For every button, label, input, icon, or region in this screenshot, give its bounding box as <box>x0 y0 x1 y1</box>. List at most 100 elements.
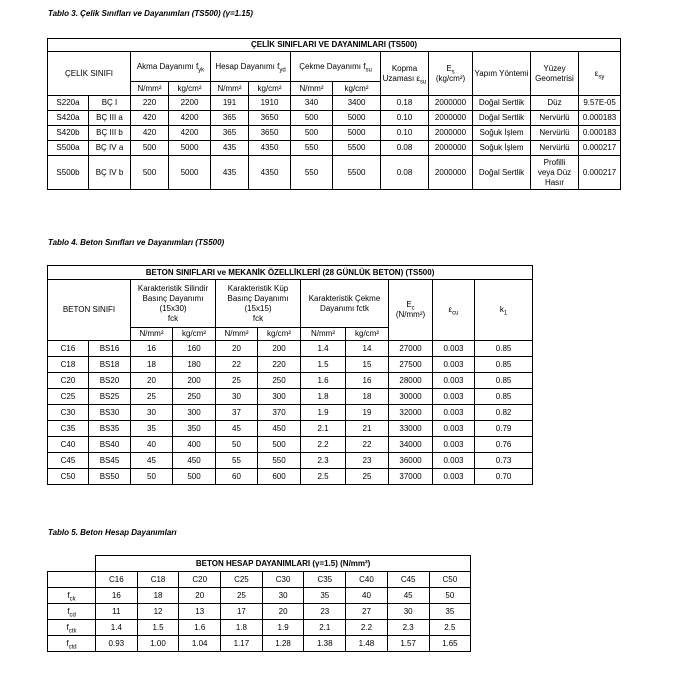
unit-cell: C16 <box>95 571 138 588</box>
row: S420a BÇ III a 420 4200 365 3650 500 5000 0.10 20… <box>47 110 622 126</box>
cell: 25 <box>215 372 258 389</box>
cell: BS18 <box>88 356 131 373</box>
cell: 45 <box>386 587 430 604</box>
header-cell: ÇELİK SINIFI <box>47 51 131 96</box>
cell: 550 <box>290 140 333 156</box>
cell: 5000 <box>168 140 211 156</box>
cell: Doğal Sertlik <box>472 95 531 111</box>
cell: 27 <box>345 603 388 620</box>
subscript: 1 <box>503 310 508 317</box>
cell: BS16 <box>88 340 131 357</box>
unit-cell: C35 <box>303 571 347 588</box>
cell: 22 <box>345 436 389 453</box>
cell: 600 <box>257 468 301 485</box>
cell: 500 <box>172 468 216 485</box>
cell: 23 <box>303 603 347 620</box>
header-cell: Es (kg/cm²) <box>428 51 473 96</box>
unit-cell: N/mm² <box>130 81 169 96</box>
cell: 1.4 <box>300 340 346 357</box>
cell: 34000 <box>388 436 433 453</box>
cell: 20 <box>215 340 258 357</box>
cell-text: f <box>67 590 70 600</box>
cell: 370 <box>257 404 301 421</box>
unit-cell: C20 <box>178 571 222 588</box>
cell: 18 <box>136 587 180 604</box>
cell: 35 <box>303 587 347 604</box>
cell: 16 <box>95 587 138 604</box>
unit-cell: N/mm² <box>210 81 249 96</box>
cell: 250 <box>172 388 216 405</box>
row: S500a BÇ IV a 500 5000 435 4350 550 5500 0.08 200… <box>47 140 622 156</box>
unit-cell: N/mm² <box>300 327 346 341</box>
cell: C45 <box>47 452 89 469</box>
row: fctd 0.93 1.00 1.04 1.17 1.28 1.38 1.48 1.57 1.65 <box>47 635 472 652</box>
unit-cell: C40 <box>345 571 388 588</box>
cell: 300 <box>257 388 301 405</box>
caption: Tablo 3. Çelik Sınıfları ve Dayanımları … <box>48 9 253 18</box>
cell: 22 <box>215 356 258 373</box>
caption: Tablo 5. Beton Hesap Dayanımları <box>48 528 177 537</box>
cell: C40 <box>47 436 89 453</box>
cell: 1.4 <box>95 619 138 636</box>
cell: S420b <box>47 125 89 141</box>
header-cell: εsy <box>577 51 622 96</box>
cell: BS40 <box>88 436 131 453</box>
header-cell: k1 <box>473 279 534 341</box>
cell: 27000 <box>388 340 433 357</box>
cell: 18 <box>345 388 389 405</box>
cell: 4200 <box>168 110 211 126</box>
cell: 20 <box>178 587 222 604</box>
cell: 5000 <box>332 110 381 126</box>
cell: 0.003 <box>432 356 475 373</box>
cell: 0.73 <box>473 452 534 469</box>
cell: 0.76 <box>473 436 534 453</box>
cell: Profilli veya Düz Hasır <box>530 155 579 190</box>
cell: C35 <box>47 420 89 437</box>
cell: 2.1 <box>300 420 346 437</box>
cell-text: f <box>67 606 70 616</box>
cell: 1.57 <box>386 635 430 652</box>
cell: 500 <box>130 140 169 156</box>
unit-cell: N/mm² <box>290 81 333 96</box>
row: C45 BS45 45 450 55 550 2.3 23 36000 0.003 0.73 <box>47 452 534 469</box>
row: C50 BS50 50 500 60 600 2.5 25 37000 0.003 0.70 <box>47 468 534 485</box>
cell: 2.3 <box>386 619 430 636</box>
cell: 27500 <box>388 356 433 373</box>
cell: 220 <box>130 95 169 111</box>
cell: 0.70 <box>473 468 534 485</box>
cell: 32000 <box>388 404 433 421</box>
cell: 500 <box>290 125 333 141</box>
cell-text: Akma Dayanımı f <box>136 61 199 71</box>
cell: 60 <box>215 468 258 485</box>
table: BETON HESAP DAYANIMLARI (γ=1.5) (N/mm²) … <box>47 555 472 652</box>
cell: 30 <box>130 404 173 421</box>
header-cell: Karakteristik Küp Basınç Dayanımı (15x15… <box>215 279 301 328</box>
cell: 3400 <box>332 95 381 111</box>
row: fctk 1.4 1.5 1.6 1.8 1.9 2.1 2.2 2.3 2.5 <box>47 619 472 636</box>
cell: 19 <box>345 404 389 421</box>
cell: 191 <box>210 95 249 111</box>
cell: 300 <box>172 404 216 421</box>
subscript: ctk <box>68 628 77 635</box>
cell: 30 <box>261 587 305 604</box>
cell: Nervürlü <box>530 140 579 156</box>
cell: 450 <box>257 420 301 437</box>
cell: S500b <box>47 155 89 190</box>
cell: 0.85 <box>473 372 534 389</box>
unit-cell: kg/cm² <box>168 81 211 96</box>
unit-cell: kg/cm² <box>172 327 216 341</box>
cell: Soğuk İşlem <box>472 125 531 141</box>
cell: 2000000 <box>428 110 473 126</box>
table-title: BETON SINIFLARI ve MEKANİK ÖZELLİKLERİ (… <box>46 265 534 280</box>
cell: 1.9 <box>261 619 305 636</box>
cell: 0.000217 <box>577 155 622 190</box>
cell: BÇ IV a <box>88 140 131 156</box>
cell: 5500 <box>332 155 381 190</box>
cell: 0.000183 <box>577 110 622 126</box>
table-body: C16 BS16 16 160 20 200 1.4 14 27000 0.003 0.85 C18 B… <box>47 340 534 485</box>
cell: Soğuk İşlem <box>472 140 531 156</box>
cell: 0.003 <box>432 452 475 469</box>
cell: 17 <box>220 603 263 620</box>
cell: 40 <box>130 436 173 453</box>
cell-text: Hesap Dayanımı f <box>215 61 280 71</box>
